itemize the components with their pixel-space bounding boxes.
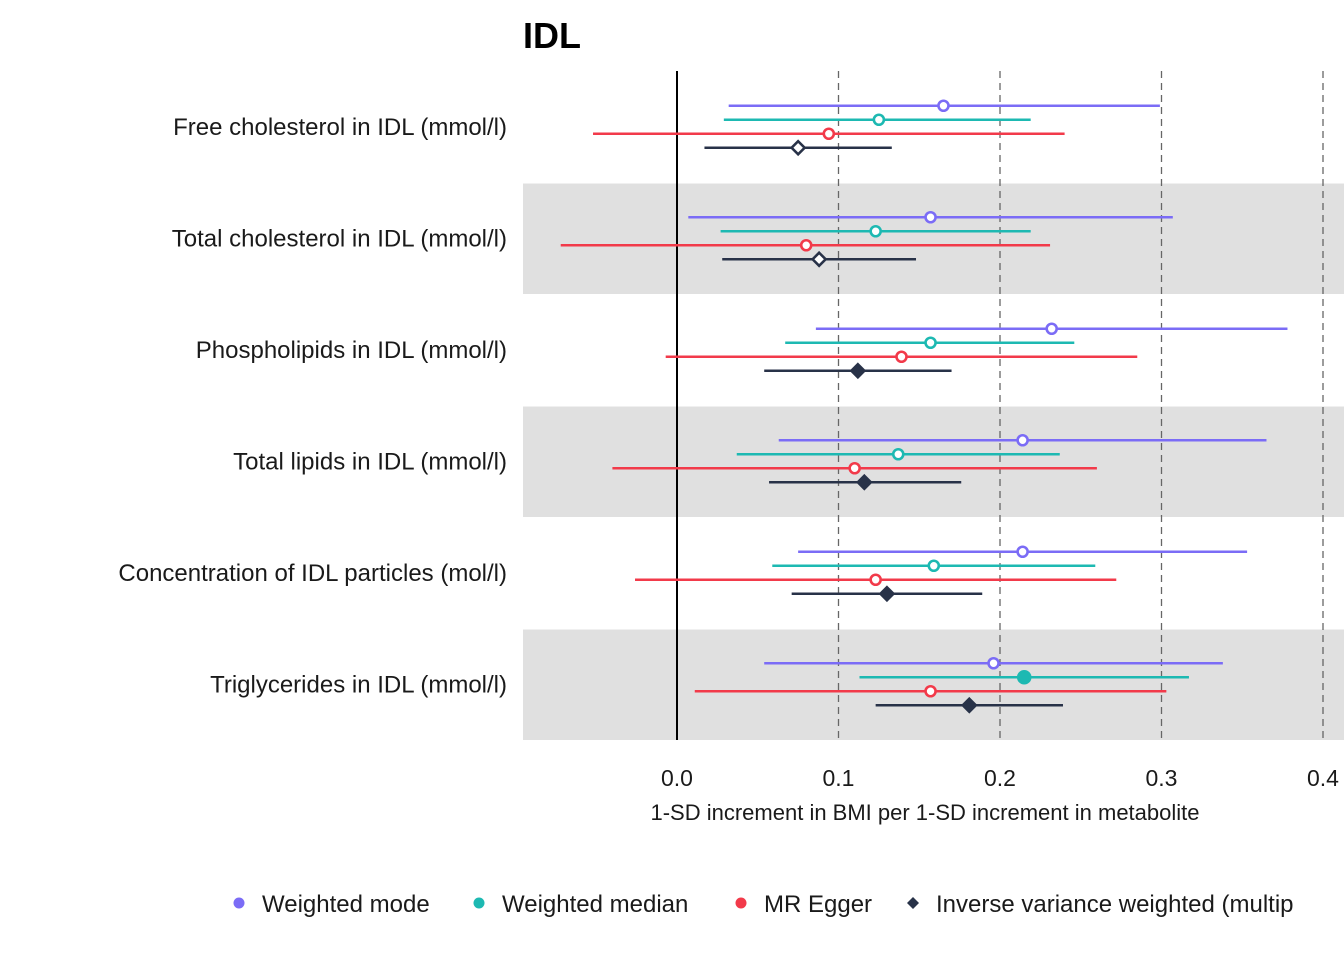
point-estimate	[1016, 545, 1029, 559]
row-label: Phospholipids in IDL (mmol/l)	[196, 337, 507, 364]
point-estimate	[1045, 322, 1058, 336]
row-band	[523, 629, 1344, 740]
x-tick-label: 0.2	[984, 765, 1016, 791]
point-estimate	[799, 238, 813, 252]
legend-label: MR Egger	[764, 891, 872, 918]
x-axis-title: 1-SD increment in BMI per 1-SD increment…	[651, 800, 1200, 825]
x-tick-label: 0.0	[661, 765, 693, 791]
data-marks	[560, 99, 1288, 714]
row-band	[523, 406, 1344, 517]
point-estimate	[895, 350, 908, 364]
row-label: Triglycerides in IDL (mmol/l)	[210, 671, 507, 698]
point-estimate	[987, 656, 1000, 670]
chart-title: IDL	[523, 15, 581, 56]
x-tick-label: 0.4	[1307, 765, 1339, 791]
x-axis-ticks: 0.0 0.1 0.2 0.3 0.4	[661, 765, 1339, 791]
row-label: Free cholesterol in IDL (mmol/l)	[173, 114, 507, 141]
point-estimate	[869, 573, 882, 587]
point-estimate	[810, 250, 828, 268]
row-labels: Free cholesterol in IDL (mmol/l) Total ch…	[118, 114, 507, 699]
point-estimate	[848, 461, 861, 475]
point-estimate	[1016, 433, 1029, 447]
legend-label: Inverse variance weighted (multip	[936, 891, 1294, 918]
point-estimate	[1016, 669, 1032, 685]
point-estimate	[937, 99, 950, 113]
row-label: Total cholesterol in IDL (mmol/l)	[172, 225, 507, 252]
point-estimate	[878, 585, 896, 603]
legend-marker	[907, 897, 919, 909]
row-label: Total lipids in IDL (mmol/l)	[233, 448, 507, 475]
row-bands	[523, 183, 1344, 740]
point-estimate	[872, 113, 886, 127]
point-estimate	[789, 139, 807, 157]
point-estimate	[927, 559, 941, 573]
point-estimate	[856, 473, 873, 491]
point-estimate	[924, 336, 937, 350]
legend-marker	[735, 897, 747, 909]
legend-marker	[473, 897, 485, 909]
x-tick-label: 0.1	[823, 765, 855, 791]
legend-label: Weighted median	[502, 891, 688, 918]
x-tick-label: 0.3	[1146, 765, 1178, 791]
point-estimate	[849, 362, 867, 380]
row-label: Concentration of IDL particles (mol/l)	[118, 560, 507, 587]
point-estimate	[822, 127, 836, 141]
legend-label: Weighted mode	[262, 891, 430, 918]
point-estimate	[924, 684, 937, 698]
gridlines	[676, 71, 1324, 740]
point-estimate	[891, 447, 905, 461]
point-estimate	[924, 210, 937, 224]
legend: Weighted mode Weighted median MR Egger Inve…	[233, 891, 1294, 918]
legend-marker	[233, 897, 245, 909]
point-estimate	[960, 696, 978, 714]
row-band	[523, 183, 1344, 294]
point-estimate	[869, 224, 882, 238]
